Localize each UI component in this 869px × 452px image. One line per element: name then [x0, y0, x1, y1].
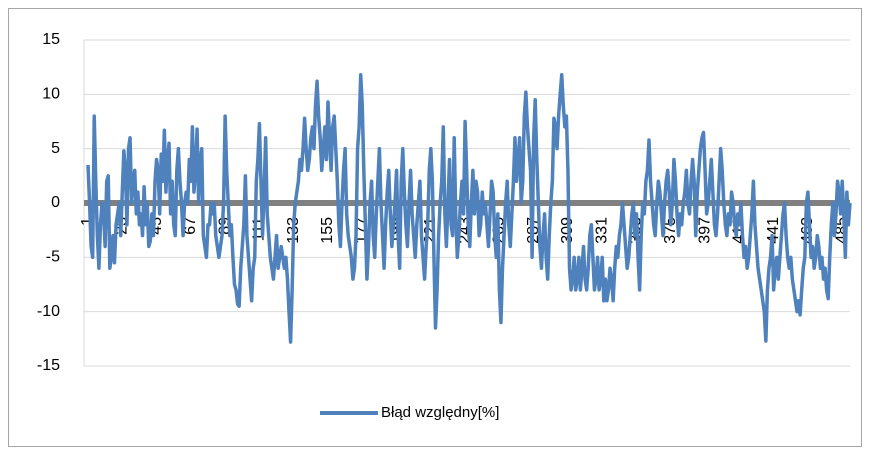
y-tick-label: -5 — [46, 249, 60, 266]
y-tick-label: -15 — [37, 357, 60, 374]
y-tick-label: 0 — [51, 194, 60, 211]
x-tick-label: 331 — [593, 217, 610, 244]
legend-label: Błąd względny[%] — [381, 404, 499, 421]
x-tick-label: 463 — [799, 217, 816, 244]
x-tick-label: 221 — [422, 217, 439, 244]
x-tick-label: 375 — [662, 217, 679, 244]
x-tick-label: 111 — [251, 217, 268, 241]
data-line — [86, 73, 852, 344]
y-tick-label: 5 — [51, 140, 60, 157]
y-tick-label: 10 — [42, 86, 60, 103]
y-tick-label: -10 — [37, 303, 60, 320]
y-tick-label: 15 — [42, 31, 60, 48]
x-tick-label: 67 — [182, 217, 199, 235]
x-tick-label: 397 — [696, 217, 713, 244]
x-tick-label: 155 — [319, 217, 336, 244]
x-tick-label: 441 — [765, 217, 782, 244]
x-tick-label: 1 — [79, 217, 96, 226]
